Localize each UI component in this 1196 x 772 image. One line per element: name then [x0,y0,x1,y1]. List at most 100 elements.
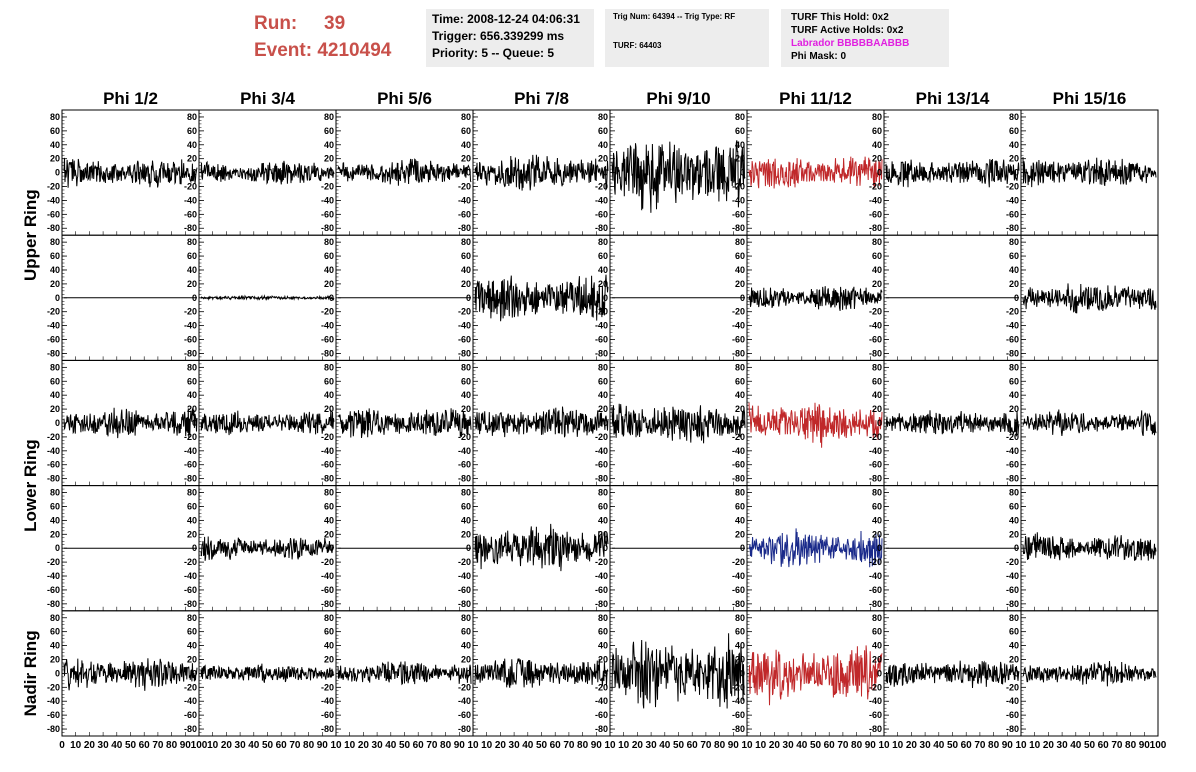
y-tick-label: 40 [187,265,197,275]
y-tick-label: 0 [192,168,197,178]
y-tick-label: -40 [184,446,197,456]
y-tick-label: 80 [1009,362,1019,372]
y-tick-label: 80 [872,112,882,122]
waveform-trace [337,661,472,686]
y-tick-label: -20 [1006,182,1019,192]
waveform-trace [200,663,335,683]
y-tick-label: 60 [735,501,745,511]
y-tick-label: 20 [324,154,334,164]
x-tick-label: 60 [550,740,562,751]
x-tick-label: 70 [289,740,301,751]
turf-hold-box: TURF This Hold: 0x2 TURF Active Holds: 0… [781,9,949,67]
y-tick-label: -20 [321,682,334,692]
run-event-info: Run: 39 Event: 4210494 [254,10,391,64]
y-tick-label: 40 [735,515,745,525]
waveform-trace [63,407,198,439]
y-tick-label: -20 [732,182,745,192]
y-tick-label: 60 [187,501,197,511]
y-tick-label: -20 [184,182,197,192]
y-tick-label: -60 [47,335,60,345]
y-tick-label: -80 [458,599,471,609]
row-label: Upper Ring [21,189,40,281]
y-tick-label: 40 [1009,515,1019,525]
y-tick-label: 60 [1009,126,1019,136]
y-tick-label: -40 [595,446,608,456]
trig-num-box: Trig Num: 64394 -- Trig Type: RF TURF: 6… [605,9,769,67]
y-tick-label: -80 [321,599,334,609]
y-tick-label: 20 [872,279,882,289]
waveform-trace [885,158,1020,188]
y-tick-label: -20 [47,307,60,317]
y-tick-label: -80 [732,223,745,233]
x-tick-label: 80 [714,740,726,751]
y-tick-label: -40 [1006,446,1019,456]
x-tick-label: 90 [454,740,466,751]
y-tick-label: 60 [1009,501,1019,511]
waveform-trace [200,536,334,561]
time-trigger-box: Time: 2008-12-24 04:06:31 Trigger: 656.3… [426,9,594,67]
y-tick-label: -20 [869,307,882,317]
y-tick-label: -60 [732,335,745,345]
y-tick-label: -80 [458,474,471,484]
y-tick-label: -80 [732,599,745,609]
y-tick-label: 60 [735,251,745,261]
y-tick-label: -60 [595,585,608,595]
x-tick-label: 40 [1070,740,1082,751]
y-tick-label: -80 [732,348,745,358]
y-tick-label: 60 [324,251,334,261]
y-tick-label: -60 [321,710,334,720]
y-tick-label: 40 [324,515,334,525]
y-tick-label: -40 [732,446,745,456]
y-tick-label: 40 [461,515,471,525]
y-tick-label: 20 [50,404,60,414]
y-tick-label: 40 [324,265,334,275]
y-tick-label: 0 [329,293,334,303]
y-tick-label: -40 [47,321,60,331]
y-tick-label: 0 [192,668,197,678]
waveform-trace [200,409,335,436]
y-tick-label: 20 [461,529,471,539]
y-tick-label: -80 [458,223,471,233]
y-tick-label: 40 [324,641,334,651]
y-tick-label: 60 [735,627,745,637]
y-tick-label: 80 [735,112,745,122]
y-tick-label: 0 [55,543,60,553]
y-tick-label: 80 [1009,237,1019,247]
y-tick-label: -20 [595,557,608,567]
y-tick-label: 60 [50,627,60,637]
y-tick-label: 60 [324,126,334,136]
y-tick-label: 20 [50,154,60,164]
y-tick-label: -20 [184,682,197,692]
y-tick-label: -60 [1006,335,1019,345]
y-tick-label: -40 [47,195,60,205]
y-tick-label: 0 [329,418,334,428]
y-tick-label: -80 [184,599,197,609]
y-tick-label: 60 [461,126,471,136]
y-tick-label: -60 [595,335,608,345]
x-tick-label: 40 [248,740,260,751]
y-tick-label: 0 [1014,168,1019,178]
y-tick-label: 20 [187,404,197,414]
x-tick-label: 70 [700,740,712,751]
x-tick-label: 30 [783,740,795,751]
y-tick-label: 0 [55,168,60,178]
y-tick-label: -20 [321,307,334,317]
x-tick-label: 90 [865,740,877,751]
x-tick-label: 20 [769,740,781,751]
y-tick-label: -60 [47,710,60,720]
y-tick-label: -60 [595,209,608,219]
y-tick-label: 20 [1009,404,1019,414]
y-tick-label: 60 [598,126,608,136]
y-tick-label: -40 [458,696,471,706]
y-tick-label: -20 [47,432,60,442]
y-tick-label: 40 [1009,140,1019,150]
y-tick-label: 40 [735,641,745,651]
x-tick-label: 10 [618,740,630,751]
x-tick-label: 40 [796,740,808,751]
y-tick-label: 80 [187,362,197,372]
y-tick-label: -20 [1006,307,1019,317]
waveform-trace [748,156,883,189]
y-tick-label: 80 [461,362,471,372]
y-tick-label: -40 [595,696,608,706]
